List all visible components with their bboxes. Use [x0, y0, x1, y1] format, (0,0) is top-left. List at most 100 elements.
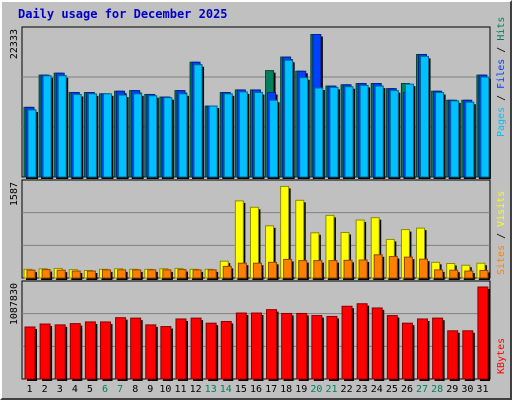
sites-bar	[237, 262, 247, 279]
sites-bar	[373, 254, 383, 279]
kbytes-bar	[386, 315, 398, 380]
day-label: 13	[205, 384, 217, 395]
kbytes-bar	[266, 309, 278, 380]
kbytes-bar	[115, 317, 127, 380]
pages-bar	[284, 59, 294, 178]
kbytes-bar	[84, 321, 96, 380]
sites-bar	[388, 256, 398, 279]
day-label: 26	[401, 384, 413, 395]
kbytes-bar	[432, 317, 444, 380]
pages-bar	[193, 64, 203, 178]
sites-bar	[358, 259, 368, 279]
sites-bar	[403, 256, 413, 279]
sites-bar	[117, 269, 127, 279]
sites-bar	[56, 269, 66, 279]
day-label: 14	[220, 384, 232, 395]
sites-bar	[343, 259, 353, 279]
day-label: 19	[295, 384, 307, 395]
sites-bar	[464, 270, 474, 279]
day-label: 18	[280, 384, 292, 395]
pages-bar	[329, 86, 339, 178]
kbytes-bar	[311, 315, 323, 380]
sites-bar	[268, 261, 278, 279]
sites-bar	[252, 262, 262, 279]
day-label: 12	[190, 384, 202, 395]
kbytes-bar	[145, 324, 157, 380]
sites-bar	[147, 269, 157, 279]
kbytes-bar	[281, 312, 293, 380]
visits-sites-legend: Sites / Visits	[496, 191, 507, 275]
day-label: 31	[476, 384, 488, 395]
kbytes-bar	[190, 317, 202, 380]
pages-bar	[253, 92, 263, 178]
y-max-label-kbytes: 1087830	[9, 283, 20, 325]
sites-bar	[313, 260, 323, 279]
kbytes-bar	[205, 322, 217, 380]
kbytes-bar	[326, 315, 338, 380]
day-label: 25	[386, 384, 398, 395]
pages-bar	[404, 83, 414, 178]
pages-bar	[208, 105, 218, 178]
day-label: 17	[265, 384, 277, 395]
pages-bar	[102, 93, 112, 178]
day-label: 16	[250, 384, 262, 395]
kbytes-bar	[401, 322, 413, 380]
day-label: 27	[416, 384, 428, 395]
day-label: 1	[27, 384, 33, 395]
day-label: 15	[235, 384, 247, 395]
pages-bar	[450, 100, 460, 178]
sites-bar	[132, 269, 142, 279]
kbytes-bar	[250, 312, 262, 380]
day-label: 3	[57, 384, 63, 395]
sites-bar	[26, 269, 36, 279]
kbytes-bar	[99, 321, 111, 380]
kbytes-bar	[220, 320, 232, 380]
pages-bar	[269, 99, 279, 178]
sites-bar	[101, 269, 111, 279]
pages-bar	[118, 94, 128, 178]
pages-bar	[72, 93, 82, 178]
pages-bar	[148, 95, 158, 178]
sites-bar	[283, 258, 293, 279]
sites-bar	[298, 260, 308, 279]
day-label: 20	[310, 384, 322, 395]
kbytes-bar	[341, 305, 353, 380]
sites-bar	[434, 269, 444, 279]
pages-bar	[480, 76, 490, 178]
kbytes-bar	[371, 307, 383, 380]
day-label: 9	[147, 384, 153, 395]
pages-bar	[42, 75, 52, 178]
kbytes-bar	[235, 312, 247, 380]
pages-bar	[238, 91, 248, 178]
pages-bar	[344, 86, 354, 178]
kbytes-bar	[462, 330, 474, 380]
day-label: 24	[371, 384, 383, 395]
day-label: 11	[174, 384, 186, 395]
pages-bar	[133, 93, 143, 178]
pages-bar	[57, 75, 67, 178]
pages-bar	[389, 90, 399, 178]
sites-bar	[449, 269, 459, 279]
pages-bar	[374, 85, 384, 178]
pages-bar	[223, 93, 233, 178]
kbytes-bar	[296, 312, 308, 380]
pages-bar	[178, 93, 188, 178]
pages-bar	[27, 109, 37, 178]
kbytes-bar	[24, 326, 36, 380]
sites-bar	[162, 269, 172, 279]
kbytes-legend: KBytes	[496, 338, 507, 374]
kbytes-bar	[477, 286, 489, 380]
day-label: 8	[132, 384, 138, 395]
day-label: 7	[117, 384, 123, 395]
kbytes-bar	[54, 324, 66, 380]
kbytes-bar	[130, 317, 142, 380]
pages-bar	[87, 93, 97, 178]
sites-bar	[328, 260, 338, 279]
day-label: 21	[325, 384, 337, 395]
day-label: 30	[461, 384, 473, 395]
sites-bar	[419, 258, 429, 279]
day-label: 28	[431, 384, 443, 395]
kbytes-bar	[160, 326, 172, 380]
sites-bar	[222, 265, 232, 279]
